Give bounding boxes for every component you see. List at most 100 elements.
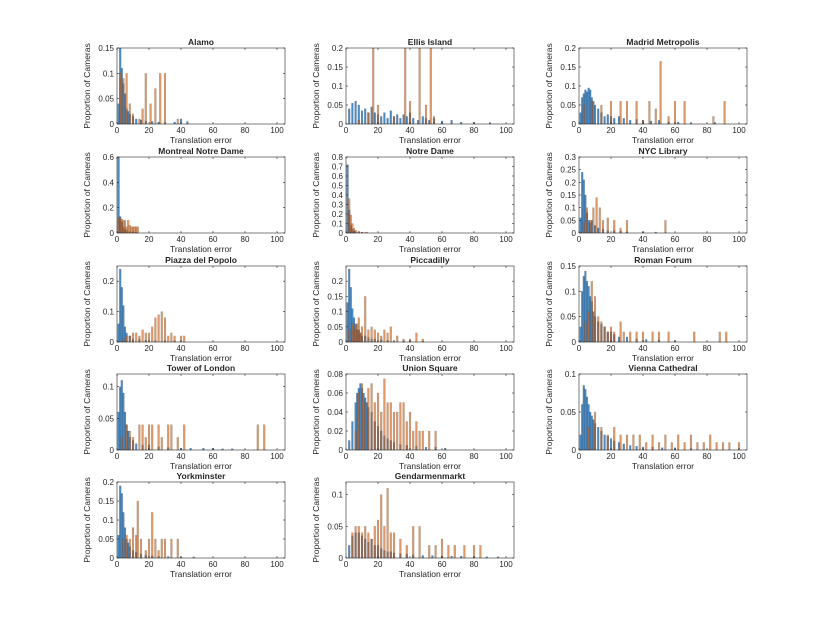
orange-bar <box>664 434 667 451</box>
orange-bar <box>728 442 731 451</box>
blue-bar <box>603 434 606 451</box>
y-tick-label: 0.2 <box>565 178 577 187</box>
orange-bar <box>360 383 364 451</box>
x-tick-label: 60 <box>209 452 218 461</box>
y-axis-label: Proportion of Cameras <box>82 43 92 129</box>
x-axis-label: Translation error <box>170 244 232 254</box>
blue-bar <box>606 114 609 125</box>
y-tick-label: 0.05 <box>98 535 114 544</box>
orange-bar <box>351 532 354 559</box>
orange-bar <box>119 73 122 125</box>
y-tick-label: 0.05 <box>560 101 576 110</box>
x-tick-label: 0 <box>115 452 120 461</box>
orange-bar <box>702 442 705 451</box>
orange-bar <box>141 424 144 451</box>
orange-bar <box>404 47 407 125</box>
x-tick-label: 0 <box>344 126 349 135</box>
orange-bar <box>609 326 613 343</box>
orange-bar <box>606 434 609 451</box>
y-tick-label: 0.1 <box>103 516 115 525</box>
x-tick-label: 60 <box>671 126 680 135</box>
blue-bar <box>348 440 351 451</box>
subplot-4: 0 20 40 60 80 100 0 0.2 0.4 0.6 Montreal Notre Dam… <box>82 146 286 254</box>
y-tick-label: 0.15 <box>560 262 576 271</box>
orange-bar <box>415 332 418 343</box>
orange-bar <box>173 335 176 343</box>
x-tick-label: 100 <box>270 126 284 135</box>
axes-box <box>578 47 748 125</box>
orange-bar <box>405 421 408 451</box>
orange-bar <box>386 332 389 343</box>
orange-bar <box>367 329 370 343</box>
orange-bar <box>392 411 396 451</box>
orange-bar <box>619 434 622 451</box>
x-tick-label: 40 <box>177 560 186 569</box>
orange-bar <box>354 229 357 234</box>
subplot-12: 0 20 40 60 80 100 0 0.05 0.1 Vienna Cathedral Tran… <box>544 363 748 471</box>
orange-bar <box>592 207 595 234</box>
y-axis-label: Proportion of Cameras <box>311 261 321 347</box>
x-tick-label: 80 <box>241 126 250 135</box>
orange-bar <box>715 442 718 451</box>
orange-bar <box>370 326 373 343</box>
blue-bar <box>351 421 354 451</box>
orange-bar <box>157 550 160 559</box>
x-tick-label: 0 <box>577 235 582 244</box>
orange-bar <box>440 538 444 559</box>
orange-bar <box>163 317 167 343</box>
chart-title: Union Square <box>402 363 458 373</box>
x-tick-label: 0 <box>344 452 349 461</box>
y-tick-label: 0.15 <box>327 63 343 72</box>
x-tick-label: 0 <box>115 560 120 569</box>
orange-bar <box>600 427 603 451</box>
orange-bar <box>648 101 651 125</box>
x-tick-label: 60 <box>438 452 447 461</box>
x-tick-label: 20 <box>374 452 383 461</box>
x-tick-label: 40 <box>406 235 415 244</box>
orange-bar <box>144 332 147 343</box>
orange-bar <box>373 329 376 343</box>
orange-bar <box>167 335 170 343</box>
subplot-3: 0 20 40 60 80 100 0 0.05 0.1 0.15 0.2 Madrid Metrop… <box>544 37 748 145</box>
y-tick-label: 0.4 <box>332 191 344 200</box>
blue-bar <box>135 443 138 451</box>
orange-bar <box>389 402 392 451</box>
orange-bar <box>131 527 135 559</box>
chart-title: Piazza del Popolo <box>165 255 237 265</box>
orange-bar <box>622 331 625 343</box>
blue-bar <box>360 110 364 125</box>
y-axis-label: Proportion of Cameras <box>82 152 92 238</box>
orange-bar <box>428 430 431 451</box>
orange-bar <box>657 331 661 343</box>
orange-bar <box>582 222 585 234</box>
blue-bar <box>364 108 367 125</box>
x-tick-label: 80 <box>241 560 250 569</box>
orange-bar <box>122 538 125 559</box>
orange-bar <box>603 326 606 343</box>
x-tick-label: 100 <box>499 126 513 135</box>
y-tick-label: 0 <box>110 554 115 563</box>
y-tick-label: 0.1 <box>565 82 577 91</box>
blue-bar <box>348 108 351 125</box>
orange-bar <box>590 101 593 125</box>
blue-bar <box>380 116 383 125</box>
blue-bar <box>622 443 625 451</box>
x-tick-label: 60 <box>209 235 218 244</box>
y-axis-label: Proportion of Cameras <box>311 152 321 238</box>
blue-bar <box>399 118 402 125</box>
x-tick-label: 100 <box>270 235 284 244</box>
orange-bar <box>598 207 601 234</box>
orange-bar <box>597 316 600 343</box>
orange-bar <box>125 335 128 343</box>
chart-title: Montreal Notre Dame <box>158 146 244 156</box>
orange-bar <box>593 296 597 343</box>
orange-bar <box>373 526 376 559</box>
orange-bar <box>151 424 154 451</box>
orange-bar <box>399 402 402 451</box>
x-tick-label: 80 <box>703 235 712 244</box>
y-tick-label: 0.1 <box>103 69 115 78</box>
orange-bar <box>389 532 392 559</box>
orange-bar <box>128 430 131 451</box>
x-tick-label: 80 <box>241 452 250 461</box>
